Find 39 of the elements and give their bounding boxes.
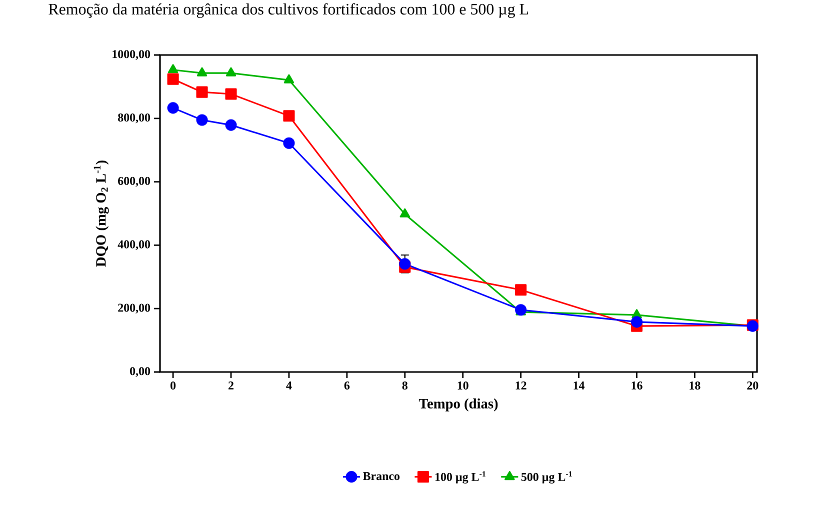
y-axis-title: DQO (mg O$_{2}$ L$^{-1}$) <box>94 160 109 267</box>
x-tick-label: 10 <box>458 381 468 390</box>
point <box>283 137 295 149</box>
x-tick-label: 0 <box>170 381 176 390</box>
point <box>196 67 208 76</box>
legend-label: 100 µg L$^{-1}$ <box>435 471 486 484</box>
point <box>196 86 208 98</box>
x-axis-title: Tempo (dias) <box>418 398 498 412</box>
point <box>167 73 179 85</box>
x-tick-label: 8 <box>402 381 408 390</box>
point <box>283 110 295 122</box>
y-tick-label: 200,00 <box>118 304 150 314</box>
x-tick-label: 2 <box>228 381 234 390</box>
point <box>226 67 236 76</box>
point <box>284 74 294 84</box>
point <box>167 102 179 114</box>
point <box>225 119 237 131</box>
legend-label: 500 µg L$^{-1}$ <box>521 471 572 484</box>
y-tick-label: 800,00 <box>118 113 150 124</box>
point <box>399 258 411 270</box>
point <box>168 64 178 74</box>
x-tick-label: 12 <box>516 381 526 390</box>
point <box>515 284 527 296</box>
x-tick-label: 4 <box>286 381 292 390</box>
x-tick-label: 16 <box>632 381 642 390</box>
point <box>400 208 410 218</box>
legend-label: Branco <box>362 472 400 480</box>
x-tick-label: 6 <box>344 381 350 390</box>
point <box>225 88 237 100</box>
x-tick-label: 18 <box>690 381 700 390</box>
y-tick-label: 0,00 <box>130 367 150 377</box>
point <box>630 316 643 328</box>
y-tick-label: 400,00 <box>118 240 150 250</box>
y-tick-label: 600,00 <box>118 176 150 187</box>
x-tick-label: 14 <box>574 382 585 390</box>
chart-title: Remoção da matéria orgânica dos cultivos fortificados com 100 e 500 µg L <box>48 3 528 18</box>
point <box>196 114 208 126</box>
x-tick-label: 20 <box>747 381 758 390</box>
y-tick-label: 1000,00 <box>112 50 150 60</box>
